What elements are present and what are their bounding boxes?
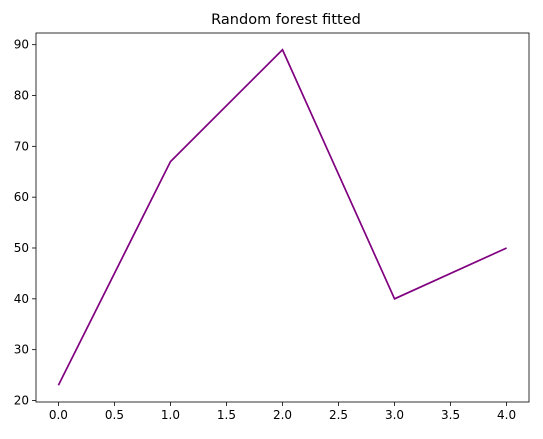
- y-tick-label: 50: [14, 241, 29, 255]
- y-tick-label: 90: [14, 38, 29, 52]
- y-tick-label: 80: [14, 89, 29, 103]
- x-tick-label: 1.5: [217, 408, 236, 422]
- y-tick-label: 20: [14, 393, 29, 407]
- chart-title: Random forest fitted: [211, 12, 361, 28]
- y-tick-label: 30: [14, 343, 29, 357]
- x-tick-label: 2.0: [273, 408, 292, 422]
- x-tick-label: 3.5: [441, 408, 460, 422]
- x-axis: 0.0 0.5 1.0 1.5 2.0 2.5 3.0 3.5 4.0: [49, 402, 516, 422]
- x-tick-label: 0.5: [105, 408, 124, 422]
- x-tick-label: 0.0: [49, 408, 68, 422]
- plot-frame: [35, 32, 530, 403]
- series-line-0: [57, 48, 507, 386]
- x-tick-label: 4.0: [497, 408, 516, 422]
- y-axis: 20 30 40 50 60 70 80 90: [14, 38, 36, 407]
- x-tick-label: 1.0: [161, 408, 180, 422]
- y-tick-label: 70: [14, 139, 29, 153]
- series-layer: [57, 48, 507, 386]
- y-tick-label: 60: [14, 190, 29, 204]
- y-tick-label: 40: [14, 292, 29, 306]
- x-tick-label: 2.5: [329, 408, 348, 422]
- x-tick-label: 3.0: [385, 408, 404, 422]
